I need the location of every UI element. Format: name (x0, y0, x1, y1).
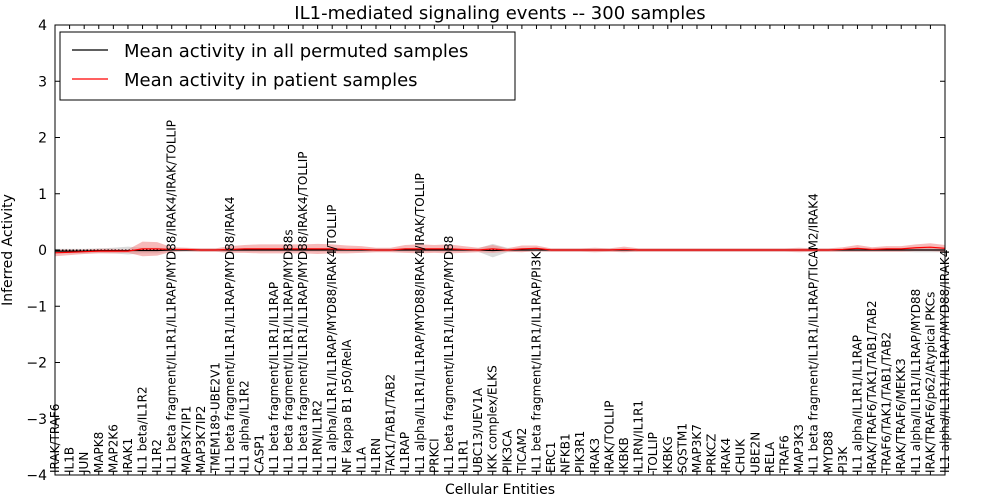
x-entity-label: IL1 alpha/IL1R2 (238, 380, 252, 473)
x-entity-label: IRAK/TRAF6 (48, 404, 62, 473)
y-tick-label: 4 (38, 18, 47, 34)
x-entity-label: ERC1 (544, 442, 558, 473)
x-entity-label: IL1 beta fragment/IL1R1/IL1RAP/MYD88/IRA… (165, 120, 179, 473)
x-entity-label: IL1 beta fragment/IL1R1/IL1RAP/PI3K (529, 250, 543, 473)
x-entity-label: MAP3K7IP2 (194, 406, 208, 473)
x-entity-label: IL1RN/IL1R2 (311, 400, 325, 473)
x-entity-label: IL1 beta fragment/IL1R1/IL1RAP/MYD88 (442, 236, 456, 473)
x-entity-label: SQSTM1 (675, 423, 689, 473)
y-tick-label: −2 (26, 356, 47, 372)
x-entity-label: IL1R2 (150, 439, 164, 473)
x-entity-label: IL1 alpha/IL1R1/IL1RAP/MYD88/IRAK4/TOLLI… (325, 205, 339, 473)
x-entity-label: IL1 beta fragment/IL1R1/IL1RAP/MYD88s (281, 229, 295, 473)
x-entity-label: RELA (763, 441, 777, 473)
x-entity-label: TICAM2 (515, 428, 529, 474)
y-tick-label: 3 (38, 74, 47, 90)
x-entity-label: IRAK/TRAF6/MEKK3 (894, 358, 908, 473)
x-entity-label: IRAK/TOLLIP (602, 401, 616, 473)
legend-label-patient: Mean activity in patient samples (124, 70, 418, 91)
x-entity-label: NFKB1 (559, 433, 573, 473)
x-entity-label: PIK3R1 (573, 431, 587, 473)
x-entity-label: JUN (77, 452, 91, 474)
x-entity-label: IL1RN (369, 438, 383, 473)
y-tick-label: −3 (26, 412, 47, 428)
series-line-patient (54, 246, 946, 254)
x-entity-label: IRAK4 (719, 438, 733, 473)
y-tick-label: 1 (38, 187, 47, 203)
y-axis-label: Inferred Activity (0, 194, 16, 306)
x-entity-label: IKK complex/ELKS (486, 365, 500, 473)
x-entity-label: MAP3K7IP1 (179, 406, 193, 473)
y-tick-label: −1 (26, 299, 47, 315)
x-entity-label: CHUK (734, 438, 748, 473)
x-entity-label: IL1 beta/IL1R2 (136, 386, 150, 473)
x-entity-label: IL1 beta fragment/IL1R1/IL1RAP/MYD88/IRA… (296, 152, 310, 473)
legend: Mean activity in all permuted samples Me… (59, 31, 516, 101)
x-entity-label: IRAK1 (121, 438, 135, 473)
x-entity-label: PRKCI (427, 438, 441, 473)
x-entity-label: MAPK8 (92, 432, 106, 473)
x-entity-label: TOLLIP (646, 432, 660, 474)
series-lines (54, 246, 946, 254)
x-entity-label: UBE2N (748, 432, 762, 473)
x-entity-label: NF kappa B1 p50/RelA (340, 339, 354, 473)
x-entity-label: IL1 alpha/IL1R1/IL1RAP (850, 335, 864, 473)
x-entity-label: TMEM189-UBE2V1 (208, 362, 222, 474)
x-entity-label: PI3K (836, 446, 850, 473)
x-entity-label: MAP3K3 (792, 424, 806, 473)
y-axis-ticks: −4 −3 −2 −1 0 1 2 3 4 (26, 18, 945, 484)
x-entity-label: IL1 beta fragment/IL1R1/IL1RAP/MYD88/IRA… (223, 196, 237, 473)
y-tick-label: 0 (38, 243, 47, 259)
x-entity-label: PRKCZ (705, 434, 719, 473)
x-entity-label: IL1RN/IL1R1 (632, 400, 646, 473)
x-entity-label: TRAF6/TAK1/TAB1/TAB2 (880, 332, 894, 474)
x-axis-label: Cellular Entities (445, 482, 555, 498)
x-entity-label: IRAK/TRAF6/TAK1/TAB1/TAB2 (865, 300, 879, 473)
y-tick-label: 2 (38, 131, 47, 147)
legend-label-permuted: Mean activity in all permuted samples (124, 41, 468, 62)
legend-box (59, 31, 516, 101)
x-entity-label: IKBKG (661, 436, 675, 473)
x-entity-label: PIK3CA (500, 429, 514, 473)
x-entity-label: IL1B (63, 447, 77, 473)
x-entity-label: MAP3K7 (690, 424, 704, 473)
x-entity-label: UBC13/UEV1A (471, 387, 485, 473)
x-entity-label: IRAK3 (588, 438, 602, 473)
x-axis-ticks: IRAK/TRAF6 IL1B JUN MAPK8 MAP2K6 IRAK1 IL1 bet… (48, 25, 952, 475)
x-entity-label: TRAF6 (778, 435, 792, 474)
x-entity-label: IL1 alpha/IL1R1/IL1RAP/MYD88/IRAK4 (938, 250, 952, 473)
x-entity-label: IRAK/TRAF6/p62/Atypical PKCs (923, 292, 937, 473)
x-entity-label: CASP1 (252, 434, 266, 473)
x-entity-label: IKBKB (617, 437, 631, 473)
x-entity-label: IL1 beta fragment/IL1R1/IL1RAP/TICAM2/IR… (807, 193, 821, 473)
chart-title: IL1-mediated signaling events -- 300 sam… (294, 3, 705, 24)
x-entity-label: IL1 beta fragment/IL1R1/IL1RAP (267, 282, 281, 473)
x-entity-label: IL1RAP (398, 432, 412, 473)
x-entity-label: MAP2K6 (106, 424, 120, 473)
x-entity-label: TAK1/TAB1/TAB2 (384, 374, 398, 474)
x-entity-label: IL1 alpha/IL1R1/IL1RAP/MYD88 (909, 289, 923, 473)
x-entity-label: IL1A (354, 446, 368, 473)
x-entity-label: IL1R1 (457, 439, 471, 473)
x-entity-label: MYD88 (821, 431, 835, 473)
y-tick-label: −4 (26, 468, 47, 484)
x-entity-label: IL1 alpha/IL1R1/IL1RAP/MYD88/IRAK4/IRAK/… (413, 173, 427, 473)
